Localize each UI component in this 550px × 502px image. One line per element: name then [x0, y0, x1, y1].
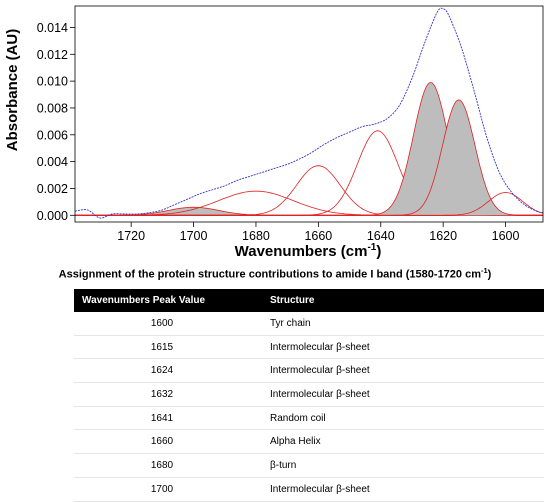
y-tick-label: 0.014 [37, 21, 68, 35]
cell-structure: Intermolecular β-sheet [270, 358, 544, 384]
y-tick-label: 0.012 [37, 48, 68, 62]
table-row: 1660 Alpha Helix [74, 429, 544, 455]
table-body: 1600 Tyr chain 1615 Intermolecular β-sheet 1… [74, 312, 544, 502]
x-axis-title-sup: -1 [367, 242, 376, 253]
table-title-main: Assignment of the protein structure cont… [58, 268, 481, 281]
x-axis-title: Wavenumbers (cm-1) [235, 242, 382, 260]
table-row: 1641 Random coil [74, 406, 544, 431]
x-axis-title-main: Wavenumbers (cm [235, 243, 368, 260]
table-title: Assignment of the protein structure cont… [0, 266, 550, 281]
cell-wavenumber: 1600 [74, 312, 270, 336]
cell-structure: β-turn [270, 453, 544, 478]
component-fill-1700 [75, 207, 543, 216]
y-tick-label: 0.004 [37, 155, 68, 169]
plot-frame [74, 5, 544, 223]
cell-wavenumber: 1632 [74, 382, 270, 407]
measured-spectrum-line [75, 7, 543, 219]
cell-wavenumber: 1641 [74, 406, 270, 431]
component-fill-1624 [75, 82, 543, 216]
cell-wavenumber: 1680 [74, 453, 270, 478]
x-tick-label: 1600 [492, 229, 520, 243]
table-header-row: Wavenumbers Peak Value Structure [74, 289, 544, 312]
table-row: 1624 Intermolecular β-sheet [74, 358, 544, 384]
y-axis-title: Absorbance (AU) [4, 29, 21, 152]
table-row: 1700 Intermolecular β-sheet [74, 477, 544, 502]
y-tick-label: 0.002 [37, 182, 68, 196]
y-tick-label: 0.008 [37, 101, 68, 115]
component-fill-1615 [75, 99, 543, 216]
cell-structure: Tyr chain [270, 312, 544, 336]
y-tick-label: 0.000 [37, 209, 68, 223]
cell-wavenumber: 1660 [74, 429, 270, 455]
assignment-table: Wavenumbers Peak Value Structure 1600 Tyr… [74, 289, 544, 502]
plot-clip-group [75, 7, 543, 219]
column-header-structure: Structure [270, 289, 544, 312]
axes: 0.000 0.002 0.004 0.006 0.008 0.010 0.012 0.014… [37, 5, 544, 243]
cell-structure: Intermolecular β-sheet [270, 335, 544, 360]
y-tick-label: 0.010 [37, 75, 68, 89]
x-tick-label: 1720 [117, 229, 145, 243]
column-header-wavenumber: Wavenumbers Peak Value [74, 289, 270, 312]
table-row: 1680 β-turn [74, 453, 544, 478]
y-tick-label: 0.006 [37, 128, 68, 142]
cell-wavenumber: 1624 [74, 358, 270, 384]
cell-structure: Intermolecular β-sheet [270, 382, 544, 407]
cell-wavenumber: 1615 [74, 335, 270, 360]
cell-structure: Intermolecular β-sheet [270, 477, 544, 502]
cell-structure: Random coil [270, 406, 544, 431]
plot-area [75, 7, 543, 219]
table-title-tail: ) [487, 268, 492, 281]
component-band-1600 [75, 192, 543, 216]
x-tick-label: 1640 [367, 229, 395, 243]
x-tick-label: 1620 [429, 229, 457, 243]
absorbance-spectrum-chart: 0.000 0.002 0.004 0.006 0.008 0.010 0.012 0.014… [4, 5, 544, 260]
table-row: 1615 Intermolecular β-sheet [74, 335, 544, 360]
x-tick-label: 1700 [180, 229, 208, 243]
cell-structure: Alpha Helix [270, 429, 544, 455]
x-axis-title-tail: ) [376, 243, 381, 260]
x-tick-label: 1680 [242, 229, 270, 243]
cell-wavenumber: 1700 [74, 477, 270, 502]
x-tick-label: 1660 [304, 229, 332, 243]
table-row: 1632 Intermolecular β-sheet [74, 382, 544, 407]
table-title-sup: -1 [481, 266, 488, 275]
table-row: 1600 Tyr chain [74, 312, 544, 336]
